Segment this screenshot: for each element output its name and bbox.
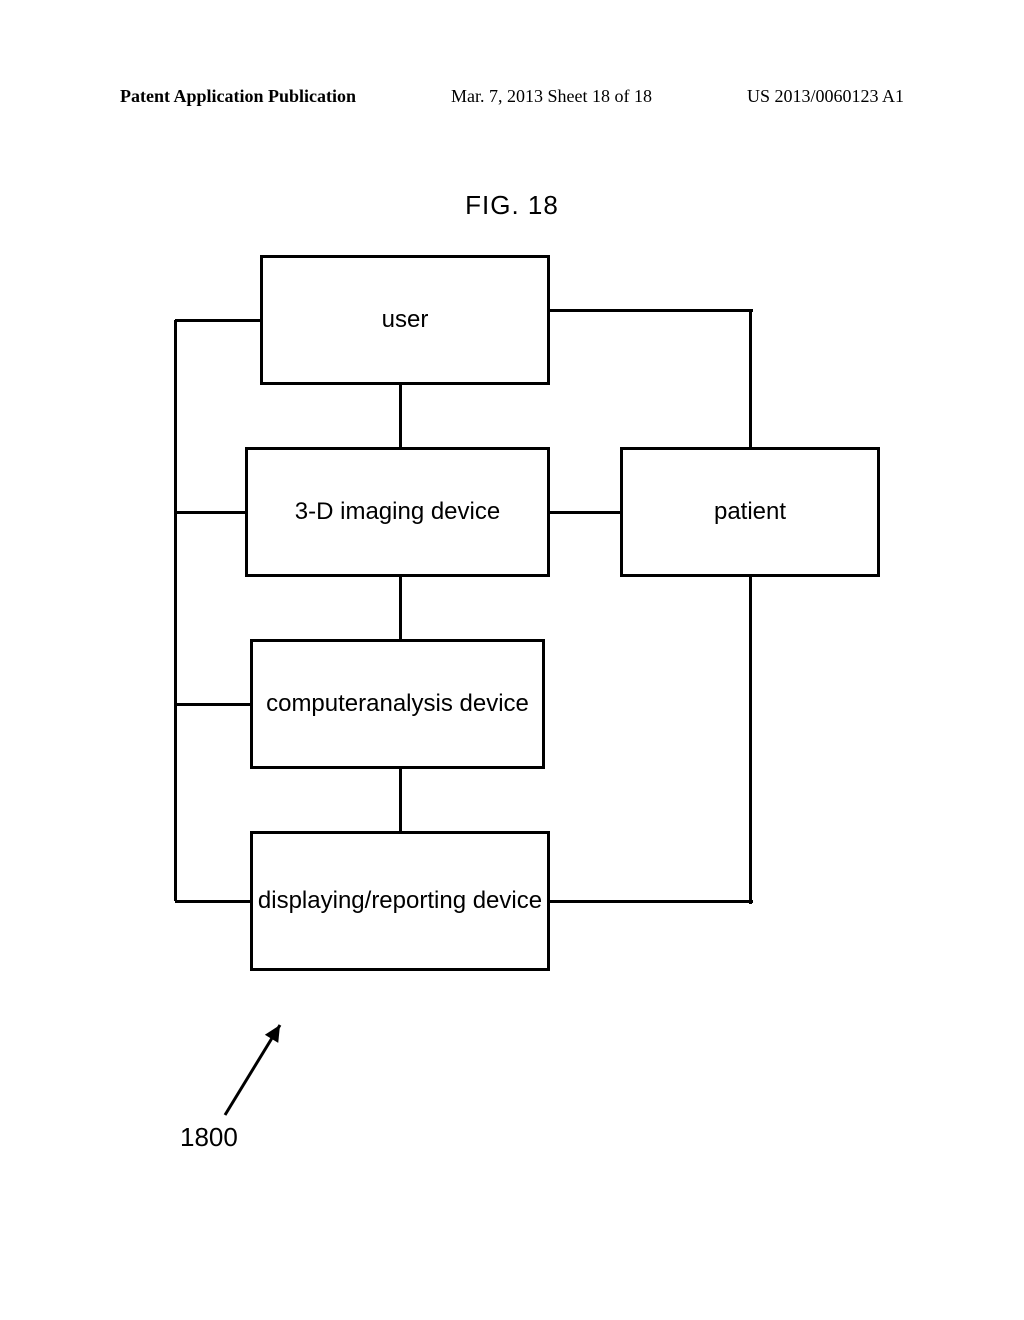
edge — [399, 385, 402, 447]
node-patient: patient — [620, 447, 880, 577]
node-display: displaying/reporting device — [250, 831, 550, 971]
edge — [550, 309, 753, 312]
edge — [175, 703, 250, 706]
edge — [175, 319, 260, 322]
flowchart-diagram: user 3-D imaging device patient computerana… — [150, 255, 890, 1015]
edge — [399, 577, 402, 639]
edge — [749, 310, 752, 450]
edge — [175, 900, 250, 903]
header-center: Mar. 7, 2013 Sheet 18 of 18 — [451, 86, 652, 107]
edge — [749, 577, 752, 904]
page-header: Patent Application Publication Mar. 7, 2… — [0, 86, 1024, 107]
figure-title: FIG. 18 — [0, 190, 1024, 221]
node-analysis: computeranalysis device — [250, 639, 545, 769]
edge — [175, 511, 245, 514]
reference-number: 1800 — [180, 1122, 238, 1153]
edge — [550, 900, 753, 903]
node-imaging: 3-D imaging device — [245, 447, 550, 577]
edge — [174, 320, 177, 901]
header-left: Patent Application Publication — [120, 86, 356, 107]
edge — [550, 511, 620, 514]
header-right: US 2013/0060123 A1 — [747, 86, 904, 107]
node-user: user — [260, 255, 550, 385]
edge — [399, 769, 402, 831]
